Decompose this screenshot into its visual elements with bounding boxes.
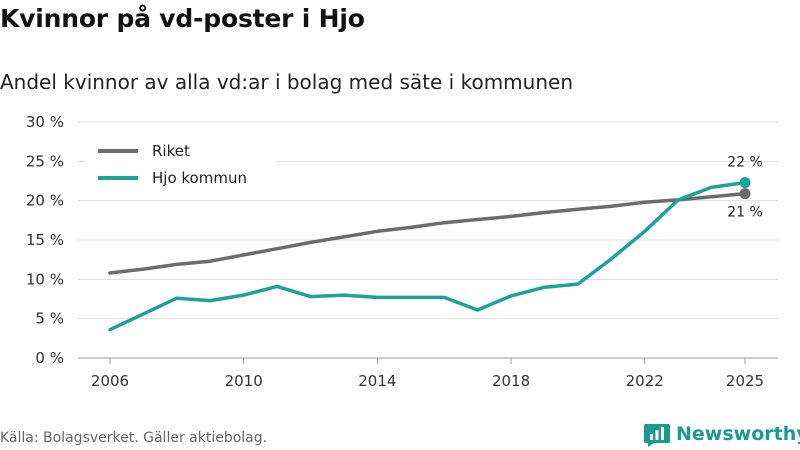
end-value-label: 22 % [727, 155, 763, 171]
y-axis: 0 % 5 % 10 % 15 % 20 % 25 % 30 % [26, 113, 64, 367]
y-tick-label: 20 % [26, 192, 64, 210]
y-tick-label: 25 % [26, 152, 64, 170]
brand-logo: Newsworthy [644, 421, 800, 447]
legend: Riket Hjo kommun [86, 134, 276, 194]
y-tick-label: 5 % [35, 310, 64, 328]
legend-label: Hjo kommun [152, 169, 247, 187]
x-tick-label: 2025 [726, 372, 764, 390]
x-tick-label: 2022 [626, 372, 664, 390]
chart-title: Kvinnor på vd-poster i Hjo [0, 4, 365, 33]
series-line-riket [108, 191, 747, 275]
series-end-point [739, 188, 751, 200]
line-chart: 0 %5 %10 %15 %20 %25 %30 % 2006 2010 2014 2… [26, 113, 778, 390]
end-value-label: 21 % [727, 205, 763, 221]
newsworthy-logo-icon [644, 424, 670, 447]
x-tick-label: 2018 [492, 372, 530, 390]
chart-subtitle: Andel kvinnor av alla vd:ar i bolag med … [0, 70, 573, 94]
series-end-point [739, 177, 751, 189]
x-tick-label: 2014 [358, 372, 396, 390]
y-tick-label: 10 % [26, 270, 64, 288]
legend-background [86, 134, 276, 194]
x-tick-label: 2010 [225, 372, 263, 390]
brand-name: Newsworthy [676, 423, 800, 445]
x-axis: 2006 2010 2014 2018 2022 2025 [91, 358, 764, 390]
series-line-hjo [108, 180, 747, 332]
source-note: Källa: Bolagsverket. Gäller aktiebolag. [0, 430, 268, 446]
end-labels: 21 % 22 % [727, 155, 763, 221]
y-tick-label: 30 % [26, 113, 64, 131]
legend-label: Riket [152, 142, 190, 160]
y-tick-label: 0 % [35, 349, 64, 367]
y-tick-label: 15 % [26, 231, 64, 249]
series-lines [108, 177, 751, 332]
x-tick-label: 2006 [91, 372, 129, 390]
